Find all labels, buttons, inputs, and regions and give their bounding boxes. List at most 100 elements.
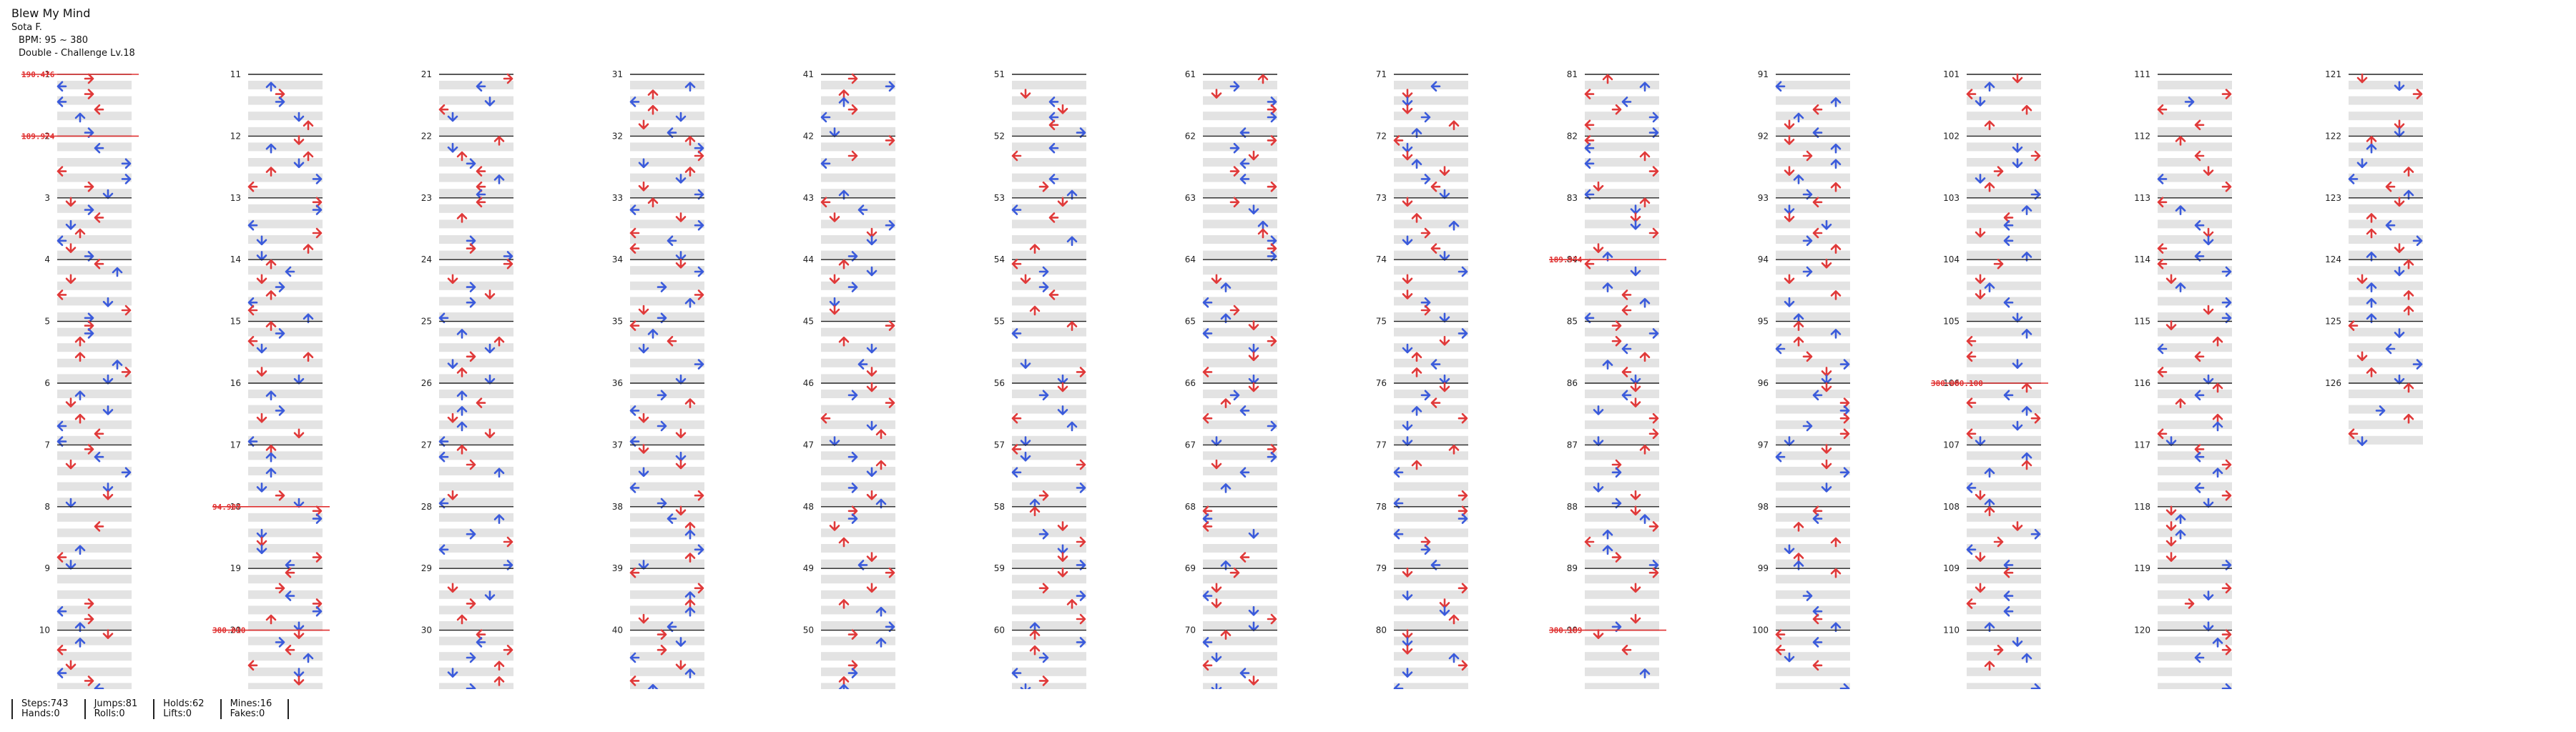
step-arrow <box>1420 227 1431 239</box>
step-arrow <box>112 360 123 370</box>
measure-31: 31 <box>612 69 704 138</box>
step-arrow <box>1975 174 1986 184</box>
step-arrow <box>121 174 132 184</box>
beat-shade <box>1585 559 1659 568</box>
measure-number: 74 <box>1376 254 1387 264</box>
beat-shade <box>248 297 323 306</box>
measure-17: 17 <box>230 440 323 508</box>
beat-shade <box>1394 405 1468 414</box>
beat-shade <box>1585 451 1659 460</box>
beat-shade <box>439 683 513 689</box>
beat-shade <box>57 652 132 661</box>
step-arrow <box>2385 343 2396 355</box>
beat-shade <box>439 158 513 167</box>
measure-88: 88 <box>1567 502 1659 570</box>
beat-shade <box>1967 158 2041 167</box>
beat-shade <box>1203 281 1277 290</box>
step-arrow <box>2175 398 2186 408</box>
beat-shade <box>630 405 704 414</box>
step-arrow <box>466 158 476 169</box>
step-arrow <box>1602 545 1613 555</box>
beat-shade <box>1776 189 1850 198</box>
measure-6: 6 <box>44 378 132 447</box>
measure-number: 33 <box>612 193 623 203</box>
beat-shade <box>821 683 895 689</box>
beat-shade <box>1585 420 1659 430</box>
step-arrow <box>2375 405 2386 416</box>
step-arrow <box>293 428 305 439</box>
beat-shade <box>1203 297 1277 306</box>
step-arrow <box>65 397 77 407</box>
step-arrow <box>866 490 877 500</box>
step-arrow <box>256 412 267 423</box>
beat-shade <box>2349 266 2423 275</box>
beat-shade <box>57 683 132 689</box>
beat-shade <box>248 575 323 584</box>
beat-shade <box>821 235 895 244</box>
beat-shade <box>248 327 323 337</box>
beat-shade <box>1776 636 1850 646</box>
beat-shade <box>1203 250 1277 259</box>
beat-shade <box>439 636 513 646</box>
step-arrow <box>2412 235 2423 247</box>
beat-shade <box>630 158 704 167</box>
beat-shade <box>630 266 704 275</box>
step-arrow <box>1648 560 1659 570</box>
step-arrow <box>1048 142 1059 154</box>
chart-column: 1 190.476 2 189.974 3 4 5 6 7 8 9 10 <box>17 69 139 689</box>
measure-30: 30 <box>421 625 513 689</box>
step-arrow <box>1784 297 1795 307</box>
measure-number: 87 <box>1567 440 1578 450</box>
step-arrow <box>1211 583 1222 593</box>
beat-shade <box>248 219 323 229</box>
measure-15: 15 <box>230 317 323 385</box>
step-arrow <box>1420 544 1431 555</box>
step-arrow <box>1439 605 1450 616</box>
stat-group-holds: Holds:62 Lifts:0 <box>153 699 211 719</box>
step-arrow <box>647 683 659 689</box>
beat-shade <box>821 528 895 538</box>
step-arrow <box>121 305 132 316</box>
step-arrow <box>694 583 704 594</box>
step-arrow <box>1611 552 1622 563</box>
step-arrow <box>638 158 649 169</box>
beat-shade <box>1585 96 1659 105</box>
beat-shade <box>821 96 895 105</box>
step-arrow <box>493 336 505 347</box>
step-arrow <box>256 483 267 493</box>
measure-81: 81 <box>1567 69 1659 138</box>
beat-shade <box>1967 621 2041 630</box>
measure-number: 50 <box>803 625 814 635</box>
beat-shade <box>1967 235 2041 244</box>
beat-shade <box>1394 467 1468 475</box>
stat-hands: Hands:0 <box>21 708 60 719</box>
beat-shade <box>821 420 895 430</box>
step-arrow <box>2165 521 2177 531</box>
step-arrow <box>121 467 132 478</box>
step-arrow <box>1630 490 1641 500</box>
beat-shade <box>2158 544 2232 553</box>
step-arrow <box>1048 119 1059 131</box>
step-arrow <box>1812 613 1823 625</box>
measure-41: 41 <box>803 69 895 137</box>
step-arrow <box>1839 683 1850 689</box>
step-arrow <box>247 660 258 671</box>
beat-shade <box>821 343 895 352</box>
step-arrow <box>1229 142 1240 154</box>
measure-number: 41 <box>803 69 814 79</box>
beat-shade <box>439 219 513 229</box>
beat-shade <box>1203 544 1277 553</box>
beat-shade <box>439 112 513 121</box>
step-arrow <box>1048 97 1059 107</box>
step-arrow <box>1430 243 1441 254</box>
measure-126: 126 <box>2325 378 2423 446</box>
step-arrow <box>694 189 704 200</box>
measure-73: 73 <box>1376 193 1468 261</box>
measure-63: 63 <box>1185 193 1277 262</box>
measure-65: 65 <box>1185 317 1277 385</box>
beat-shade <box>57 467 132 475</box>
step-arrow <box>1630 613 1641 624</box>
step-arrow <box>484 590 496 600</box>
beat-shade <box>2349 235 2423 244</box>
step-arrow <box>1202 513 1213 524</box>
